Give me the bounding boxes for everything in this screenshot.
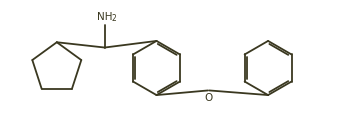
- Text: O: O: [205, 93, 213, 103]
- Text: 2: 2: [112, 14, 117, 23]
- Text: NH: NH: [97, 12, 112, 22]
